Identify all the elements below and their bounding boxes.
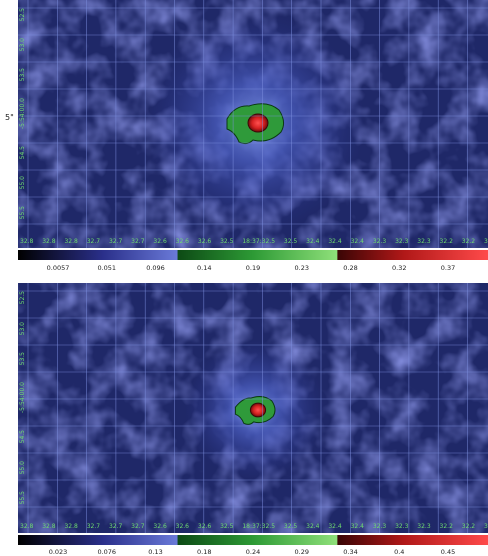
colorbar-label: 0.32 xyxy=(392,264,407,272)
grid-label: 18:37:32.5 xyxy=(242,238,276,245)
colorbar-label: 0.19 xyxy=(245,264,261,272)
grid-label: 32.5 xyxy=(220,523,234,530)
colorbar-label: 0.13 xyxy=(148,548,163,556)
grid-label: 32.7 xyxy=(131,523,145,530)
grid-label: 32.6 xyxy=(197,238,212,245)
grid-label: 32.4 xyxy=(328,238,342,245)
grid-label: 32.2 xyxy=(461,523,476,530)
grid-label: 32.7 xyxy=(86,523,101,530)
grid-label: 53.0 xyxy=(19,38,26,52)
colorbar-label: 0.076 xyxy=(97,548,117,556)
grid-label: 32.8 xyxy=(20,238,34,245)
colorbar-label: 0.0057 xyxy=(46,264,70,272)
grid-label: 32.3 xyxy=(395,523,409,530)
colorbar-label: 0.28 xyxy=(343,264,358,272)
grid-label: 32.6 xyxy=(153,238,167,245)
grid-label: 32.6 xyxy=(197,523,212,530)
grid-label: 32.3 xyxy=(372,238,387,245)
colorbar-label: 0.34 xyxy=(343,548,358,556)
grid-label: 32.6 xyxy=(153,523,167,530)
grid-label: -5:54:00.0 xyxy=(19,98,26,130)
grid-label: 32.8 xyxy=(42,238,56,245)
grid-label: 32.3 xyxy=(372,523,387,530)
grid-label: 32.7 xyxy=(86,238,101,245)
grid-label: 55.0 xyxy=(19,176,26,190)
colorbar xyxy=(18,250,488,260)
colorbar-label: 0.4 xyxy=(394,548,405,556)
grid-label: 32.5 xyxy=(283,238,298,245)
colorbar-label: 0.29 xyxy=(294,548,309,556)
grid-label: 32.4 xyxy=(350,523,364,530)
y-grid-labels: 52.5 53.0 53.5 -5:54:00.0 54.5 55.0 55.5 xyxy=(19,283,26,513)
grid-label: 32.8 xyxy=(20,523,34,530)
grid-label: 32.8 xyxy=(64,523,78,530)
image xyxy=(18,0,488,248)
grid-label: 54.5 xyxy=(19,146,26,160)
grid-label: -5:54:00.0 xyxy=(19,382,26,414)
red-core xyxy=(247,113,269,133)
grid-label: 18:37:32.5 xyxy=(242,523,276,530)
grid-label: 55.5 xyxy=(19,206,26,220)
grid-label: 55.0 xyxy=(19,460,26,475)
grid-label: 32.5 xyxy=(283,523,298,530)
grid-label: 54.5 xyxy=(19,430,26,444)
colorbar-label: 0.18 xyxy=(197,548,212,556)
grid-label: 32.4 xyxy=(328,523,342,530)
red-core xyxy=(249,402,267,418)
x-grid-labels: 32.8 32.8 32.8 32.7 32.7 32.7 32.6 32.6 32.6 32.5… xyxy=(20,238,488,245)
grid-label: 32.2 xyxy=(439,238,453,245)
colorbar-label: 0.051 xyxy=(97,264,117,272)
grid-label: 3 xyxy=(484,523,488,530)
grid-label: 3 xyxy=(484,238,488,245)
grid-label: 32.5 xyxy=(220,238,234,245)
grid-label: 53.5 xyxy=(19,352,26,366)
grid-label: 32.6 xyxy=(175,523,189,530)
grid-label: 32.3 xyxy=(417,238,431,245)
grid-label: 55.5 xyxy=(19,491,26,505)
colorbar-label: 0.023 xyxy=(48,548,68,556)
colorbar-label: 0.23 xyxy=(294,264,309,272)
image-panel: 32.8 32.8 32.8 32.7 32.7 32.7 32.6 32.6 32.6 32.5… xyxy=(18,283,488,533)
side-label: 5" xyxy=(5,113,14,122)
grid-label: 53.0 xyxy=(19,321,26,336)
grid-label: 32.6 xyxy=(175,238,189,245)
grid-label: 32.3 xyxy=(395,238,409,245)
grid-label: 32.2 xyxy=(461,238,476,245)
x-grid-labels: 32.8 32.8 32.8 32.7 32.7 32.7 32.6 32.6 32.6 32.5… xyxy=(20,523,488,530)
grid-label: 32.7 xyxy=(108,238,123,245)
colorbar-label: 0.37 xyxy=(440,264,456,272)
y-grid-labels: 52.5 53.0 53.5 -5:54:00.0 54.5 55.0 55.5 xyxy=(19,0,26,228)
colorbar-label: 0.096 xyxy=(146,264,165,272)
grid-label: 32.7 xyxy=(131,238,145,245)
image xyxy=(18,283,488,533)
grid-label: 32.8 xyxy=(42,523,56,530)
grid-label: 52.5 xyxy=(19,8,26,22)
image-panel: 32.8 32.8 32.8 32.7 32.7 32.7 32.6 32.6 32.6 32.5… xyxy=(18,0,488,248)
grid-label: 32.7 xyxy=(108,523,123,530)
grid-label: 32.8 xyxy=(64,238,78,245)
grid-label: 32.4 xyxy=(306,238,320,245)
grid-label: 53.5 xyxy=(19,68,26,82)
colorbar-label: 0.14 xyxy=(197,264,212,272)
grid-label: 32.4 xyxy=(306,523,320,530)
grid-label: 32.4 xyxy=(350,238,364,245)
grid-label: 32.3 xyxy=(417,523,431,530)
colorbar-label: 0.24 xyxy=(245,548,261,556)
colorbar xyxy=(18,535,488,545)
colorbar-label: 0.45 xyxy=(440,548,456,556)
grid-label: 52.5 xyxy=(19,291,26,305)
grid-label: 32.2 xyxy=(439,523,453,530)
